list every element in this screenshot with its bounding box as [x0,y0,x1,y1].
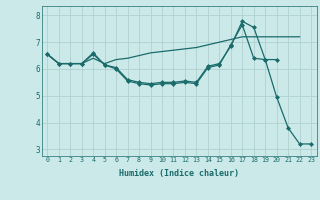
X-axis label: Humidex (Indice chaleur): Humidex (Indice chaleur) [119,169,239,178]
